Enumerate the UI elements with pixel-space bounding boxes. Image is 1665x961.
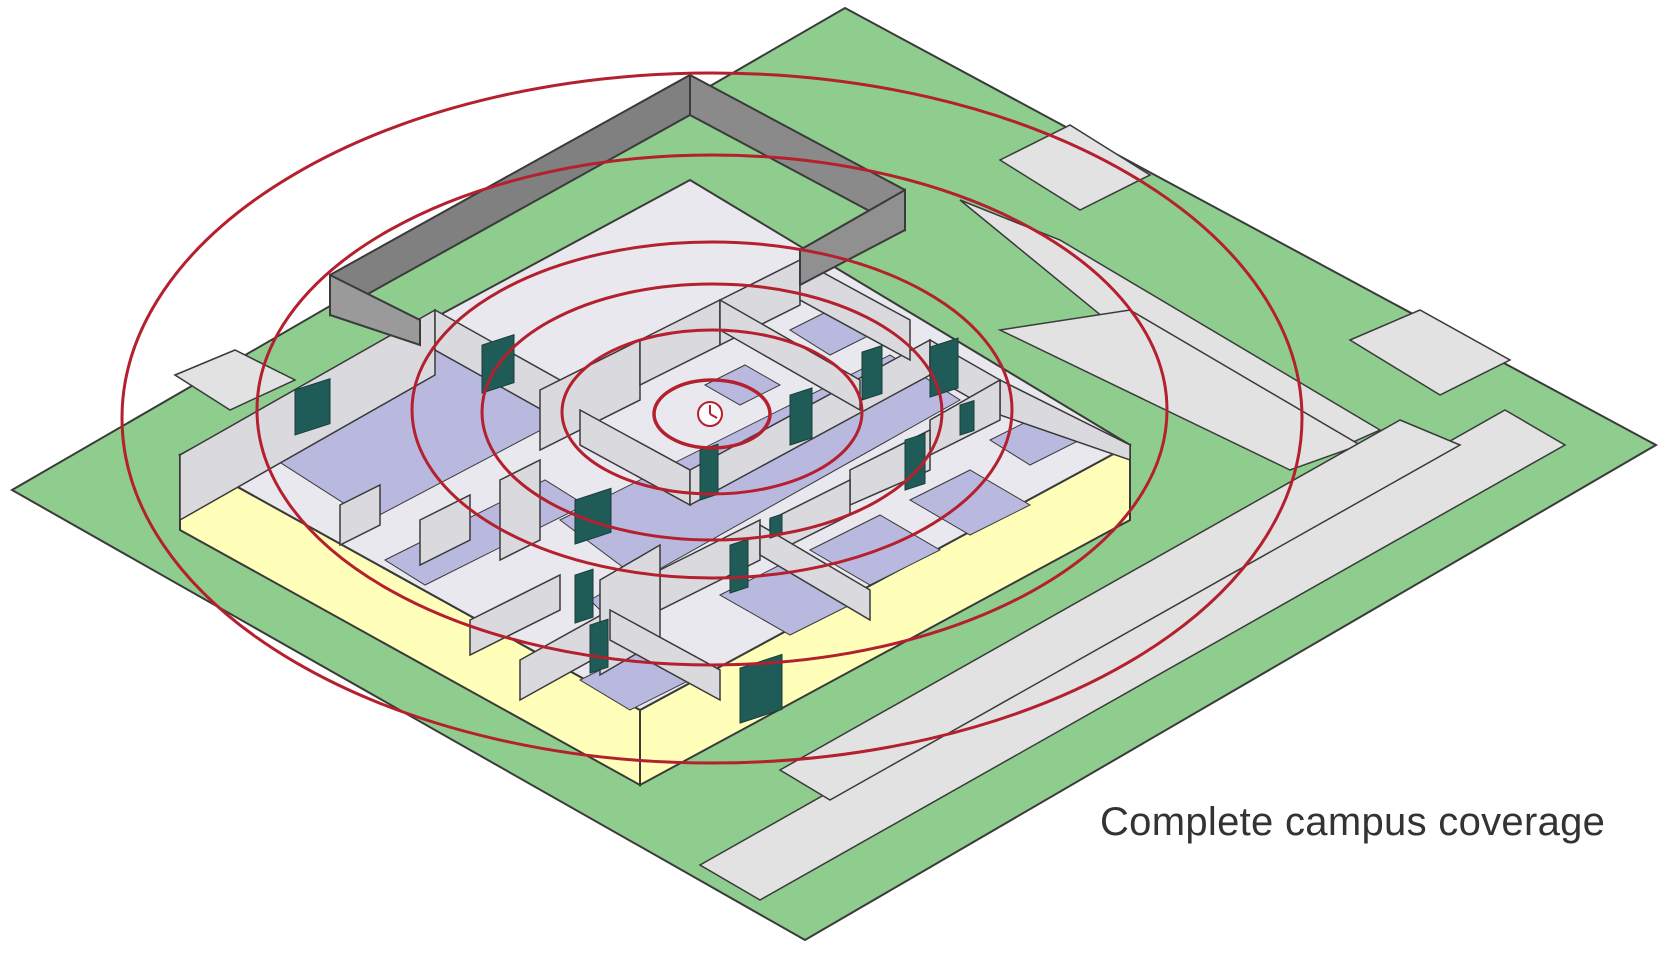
coverage-ring bbox=[410, 240, 1014, 580]
door-icon bbox=[929, 337, 959, 398]
door-icon bbox=[589, 618, 609, 674]
pavement-road bbox=[778, 419, 1462, 801]
building bbox=[177, 73, 1133, 787]
door-icon bbox=[574, 568, 594, 624]
door-icon bbox=[294, 377, 331, 436]
coverage-ring bbox=[255, 153, 1169, 667]
pavement-strip bbox=[1348, 309, 1512, 396]
door-icon bbox=[739, 653, 783, 724]
dark-wall-segment bbox=[329, 73, 906, 347]
door-icon bbox=[729, 538, 749, 594]
door-icon bbox=[789, 387, 813, 446]
coverage-rings bbox=[120, 71, 1304, 765]
door-icon bbox=[699, 443, 719, 501]
pavement-strip bbox=[998, 124, 1152, 211]
door-icon bbox=[861, 344, 883, 401]
diagram-caption: Complete campus coverage bbox=[1100, 800, 1606, 844]
coverage-ring bbox=[560, 328, 864, 496]
coverage-ring bbox=[480, 282, 944, 542]
room-floor bbox=[908, 469, 1032, 536]
door-icon bbox=[574, 487, 612, 545]
clock-icon bbox=[697, 401, 723, 427]
coverage-ring bbox=[120, 71, 1304, 765]
door-icon bbox=[959, 399, 975, 436]
coverage-ring bbox=[652, 378, 772, 450]
